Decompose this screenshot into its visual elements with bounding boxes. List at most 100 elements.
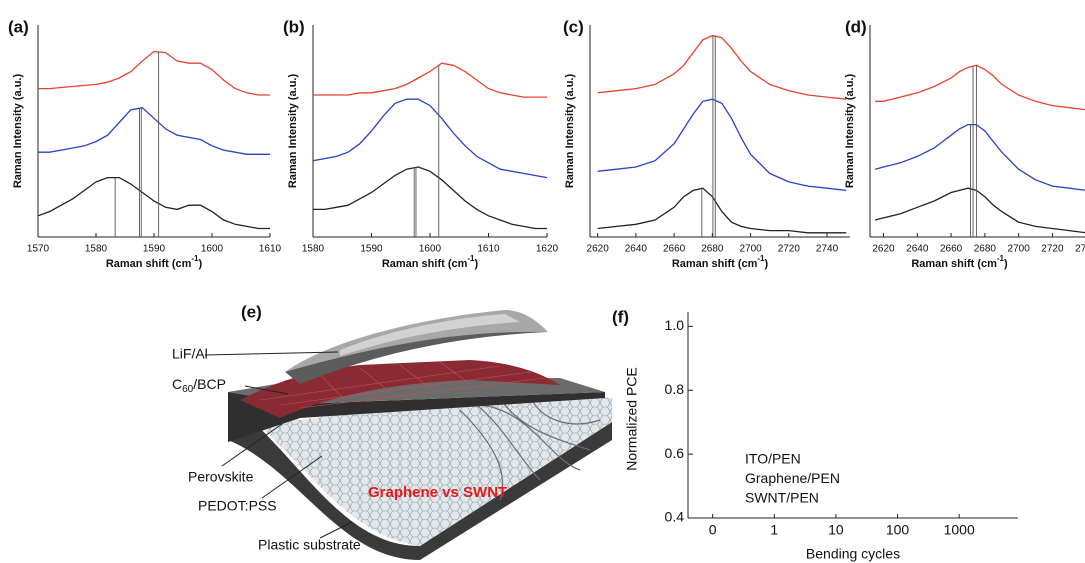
x-tick-label: 1600: [201, 244, 224, 255]
layer-label: PEDOT:PSS: [198, 498, 277, 514]
leader-line: [319, 521, 353, 539]
panel-label: (e): [241, 302, 262, 321]
x-axis-label-part: ): [475, 258, 479, 270]
x-tick-label: 10: [828, 522, 844, 538]
spectrum-line: [875, 64, 1085, 111]
device-illustration: (e) LiF/Al C60/BCP Perovskite PEDOT:PSS …: [172, 302, 612, 560]
x-axis-label-part: Raman shift (cm: [672, 258, 758, 270]
layer-label: LiF/Al: [172, 346, 208, 362]
x-tick-label: 2680: [974, 244, 997, 255]
x-axis-label: Raman shift (cm-1): [672, 254, 769, 270]
x-axis-label: Raman shift (cm-1): [382, 254, 479, 270]
spectrum-line: [597, 34, 847, 100]
legend-label: ITO/PEN: [745, 451, 801, 467]
substrate-edge: [228, 400, 612, 560]
spectrum-line: [313, 166, 547, 230]
x-tick-label: 1600: [419, 244, 442, 255]
y-tick-label: 0.8: [665, 381, 685, 397]
layer-label: C60/BCP: [172, 376, 226, 395]
legend-label: Graphene/PEN: [745, 470, 840, 486]
y-axis-label: Raman Intensity (a.u.): [844, 74, 856, 189]
x-axis-label-sup: -1: [997, 254, 1005, 263]
panel-label: (b): [283, 17, 305, 36]
y-axis-label: Raman Intensity (a.u.): [287, 74, 299, 189]
highlight-label: Graphene vs SWNT: [368, 484, 507, 501]
x-axis-label-sup: -1: [757, 254, 765, 263]
layer-label: Perovskite: [188, 469, 254, 485]
panel-label: (d): [845, 17, 867, 36]
y-tick-label: 0.4: [665, 509, 685, 525]
x-tick-label: 1570: [27, 244, 50, 255]
x-tick-label: 1620: [536, 244, 559, 255]
x-tick-label: 2740: [1075, 244, 1085, 255]
x-tick-label: 2740: [816, 244, 839, 255]
x-tick-label: 2720: [1041, 244, 1064, 255]
x-axis-label-sup: -1: [191, 254, 199, 263]
spectrum-line: [597, 98, 847, 192]
x-tick-label: 1: [770, 522, 778, 538]
x-tick-label: 1580: [85, 244, 108, 255]
x-axis-label-part: ): [765, 258, 769, 270]
x-axis-label-sup: -1: [467, 254, 475, 263]
x-tick-label: 1000: [944, 522, 975, 538]
top-electrode-side: [285, 320, 548, 384]
layer-label-part: C: [172, 376, 182, 392]
nanotube-network: [459, 395, 601, 501]
x-tick-label: 2700: [739, 244, 762, 255]
x-axis-label-part: ): [1004, 258, 1008, 270]
x-tick-label: 2680: [701, 244, 724, 255]
electrode-pattern: [228, 393, 612, 546]
leader-line: [221, 423, 283, 467]
top-electrode-highlight: [340, 314, 520, 356]
x-tick-label: 2620: [872, 244, 895, 255]
panel-label: (c): [563, 17, 584, 36]
x-tick-label: 1590: [360, 244, 383, 255]
x-axis-label-part: Raman shift (cm: [911, 258, 997, 270]
x-axis-label: Bending cycles: [806, 546, 900, 562]
leader-line: [244, 385, 289, 395]
spectrum-line: [597, 187, 847, 234]
x-tick-label: 2720: [778, 244, 801, 255]
spectrum-line: [38, 107, 270, 155]
spectrum-line: [874, 123, 1085, 191]
spectrum-line: [874, 187, 1085, 234]
x-tick-label: 1590: [143, 244, 166, 255]
x-tick-label: 100: [886, 522, 910, 538]
spectrum-line: [312, 98, 548, 179]
layer-label: Plastic substrate: [258, 537, 361, 553]
layer-label-part: /BCP: [193, 376, 226, 392]
x-axis-label: Raman shift (cm-1): [911, 254, 1008, 270]
y-tick-label: 0.6: [665, 445, 685, 461]
layer-label-sub: 60: [182, 384, 194, 395]
x-tick-label: 0: [709, 522, 717, 538]
panel-label: (f): [612, 307, 629, 326]
spectrum-line: [37, 176, 270, 230]
leader-line: [204, 351, 339, 356]
x-axis-label-part: ): [199, 258, 203, 270]
y-axis-label: Raman Intensity (a.u.): [564, 74, 576, 189]
x-tick-label: 2660: [940, 244, 963, 255]
x-axis-label: Raman shift (cm-1): [106, 254, 203, 270]
x-tick-label: 1610: [259, 244, 282, 255]
panel-label: (a): [8, 17, 29, 36]
leader-line: [261, 455, 323, 499]
top-electrode: [285, 310, 548, 372]
c60-grid: [259, 361, 546, 409]
x-tick-label: 2640: [625, 244, 648, 255]
x-tick-label: 1580: [302, 244, 325, 255]
y-axis-label: Raman Intensity (a.u.): [12, 74, 24, 189]
x-tick-label: 2660: [663, 244, 686, 255]
x-tick-label: 2700: [1008, 244, 1031, 255]
x-axis-label-part: Raman shift (cm: [382, 258, 468, 270]
legend-label: SWNT/PEN: [745, 490, 819, 506]
x-axis-label-part: Raman shift (cm: [106, 258, 192, 270]
y-tick-label: 1.0: [665, 317, 685, 333]
x-tick-label: 1610: [477, 244, 500, 255]
x-tick-label: 2640: [906, 244, 929, 255]
spectrum-line: [38, 50, 270, 96]
spectrum-line: [313, 62, 547, 98]
y-axis-label: Normalized PCE: [624, 367, 640, 470]
x-tick-label: 2620: [587, 244, 610, 255]
